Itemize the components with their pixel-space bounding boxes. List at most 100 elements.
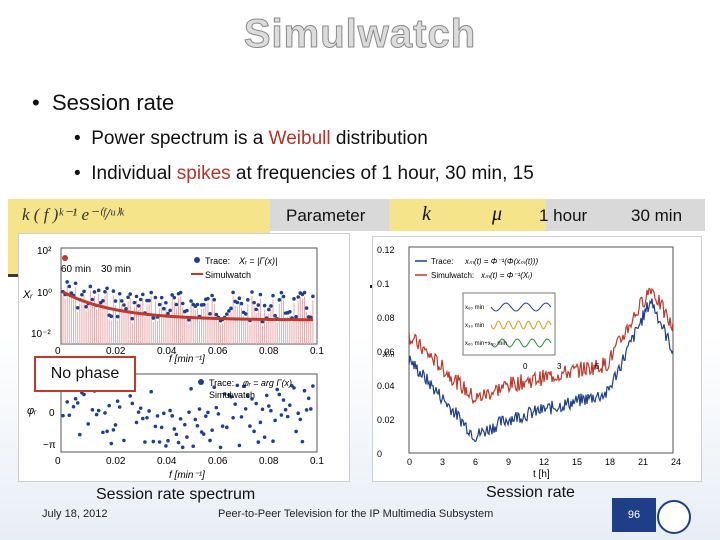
rate-x-tick: 18 (605, 457, 615, 467)
col-30-min: 30 min (631, 206, 683, 225)
spectrum-dot (239, 301, 244, 306)
phase-dot (197, 407, 202, 411)
spectrum-dot (157, 302, 162, 307)
rate-caption: Session rate (486, 484, 575, 501)
phase-dot (260, 407, 265, 412)
bullet-session-rate: • Session rate (32, 90, 175, 115)
phase-dot (86, 422, 90, 426)
phase-dot (172, 427, 177, 431)
footer-date: July 18, 2012 (42, 508, 108, 520)
spectrum-dot (113, 299, 118, 303)
inset-30-wave (490, 320, 552, 330)
spectrum-dot (73, 281, 78, 286)
phase-dot (229, 395, 233, 399)
spectrum-svg: 10² 10⁰ 10⁻² Xᵣ 60 min 30 min Trace: Xᵣ … (22, 246, 324, 481)
x-tick-label: 0.06 (208, 456, 228, 467)
rate-legend-trace: Trace: (431, 257, 453, 266)
phase-dot (115, 399, 120, 403)
phase-dot (273, 418, 277, 423)
inset-tick-1: 3 (557, 362, 562, 371)
spectrum-dot (187, 318, 191, 322)
spectrum-dot (159, 295, 164, 300)
spectrum-dot (88, 284, 93, 289)
phase-dot (248, 424, 252, 428)
rate-x-tick: 9 (506, 457, 511, 467)
rate-y-tick: 0.02 (377, 415, 395, 425)
phase-dot (65, 400, 69, 404)
spectrum-dot (153, 295, 158, 300)
spectrum-dot (117, 291, 122, 296)
spectrum-dot (208, 312, 212, 316)
spectrum-dot (124, 307, 128, 311)
inset-box (462, 292, 556, 356)
phase-dot (122, 438, 126, 443)
phase-dot (277, 392, 282, 397)
phase-dot (281, 398, 286, 402)
phase-dot (71, 404, 76, 409)
spectrum-dot (105, 286, 109, 291)
spectrum-dot (75, 305, 80, 310)
spectrum-spikes (62, 285, 314, 344)
spectrum-dot (126, 295, 130, 300)
phase-dot (250, 397, 254, 401)
phase-dot (75, 401, 80, 405)
phase-dot (143, 440, 147, 444)
legend-trace-marker (194, 257, 200, 263)
phase-dot (201, 432, 206, 436)
spectrum-dot (80, 292, 84, 297)
y-tick-bot-1: 0 (49, 408, 55, 419)
rate-legend-sim: Simulwatch: (431, 271, 474, 280)
phase-dot (304, 408, 309, 412)
phase-dot (298, 417, 303, 422)
spectrum-dot (90, 297, 95, 302)
y-tick-bot-2: −π (43, 440, 56, 451)
phase-dot (159, 425, 164, 430)
spectrum-dot (151, 316, 156, 320)
rate-x-tick: 3 (440, 457, 445, 467)
spectrum-dot (254, 307, 258, 312)
spectrum-dot (103, 289, 107, 294)
phase-dot (111, 428, 116, 432)
spectrum-dot (96, 288, 101, 293)
spectrum-dot (267, 307, 271, 312)
spectrum-peak-dot (62, 255, 68, 261)
phase-dot (258, 420, 263, 425)
phase-dot (61, 413, 65, 418)
rate-axes (408, 246, 674, 454)
x-tick-label: 0.1 (310, 346, 324, 357)
phase-dot (195, 423, 200, 428)
k-mu-highlight (389, 199, 546, 231)
rate-trace-line (408, 298, 674, 443)
phase-dot (96, 408, 101, 413)
phase-dot (90, 408, 95, 412)
spectrum-dot (166, 311, 170, 316)
spectrum-dot (120, 299, 124, 303)
top-legend: Trace: Xᵣ = |Γ(x)| Simulwatch (191, 256, 277, 280)
x-tick-label: 0.04 (157, 456, 177, 467)
phase-dot (235, 383, 240, 388)
university-logo-icon (657, 500, 691, 534)
phase-dot (103, 411, 107, 415)
weibull-fit-line (62, 290, 313, 322)
x-tick-label: 0 (55, 456, 61, 467)
phase-dot (237, 443, 242, 448)
annot-30-min: 30 min (101, 264, 131, 275)
spectrum-dot (109, 314, 114, 319)
rate-legend: Trace: xₘ(t) = Φ⁻¹(Φ(xₘ(t))) Simulwatch:… (415, 257, 538, 280)
phase-dot (254, 401, 258, 406)
phase-dot (296, 411, 301, 415)
no-phase-callout: No phase (34, 356, 136, 392)
ylabel-bottom: φᵣ (27, 405, 37, 417)
rate-x-tick: 0 (407, 457, 412, 467)
bottom-x-ticks: 0 0.02 0.04 0.06 0.08 0.1 (55, 456, 324, 467)
phase-dot (271, 439, 275, 444)
x-tick-label: 0.02 (106, 456, 126, 467)
phase-dot (241, 384, 246, 389)
rate-legend-sim-eq: xₘ(t) = Φ⁻¹(Xᵣ) (480, 271, 533, 280)
spectrum-dot (246, 298, 250, 302)
spectrum-dot (134, 294, 139, 299)
spectrum-dot (168, 308, 172, 313)
phase-dot (204, 414, 208, 418)
spectrum-dot (231, 290, 235, 295)
spectrum-dot (206, 296, 210, 301)
